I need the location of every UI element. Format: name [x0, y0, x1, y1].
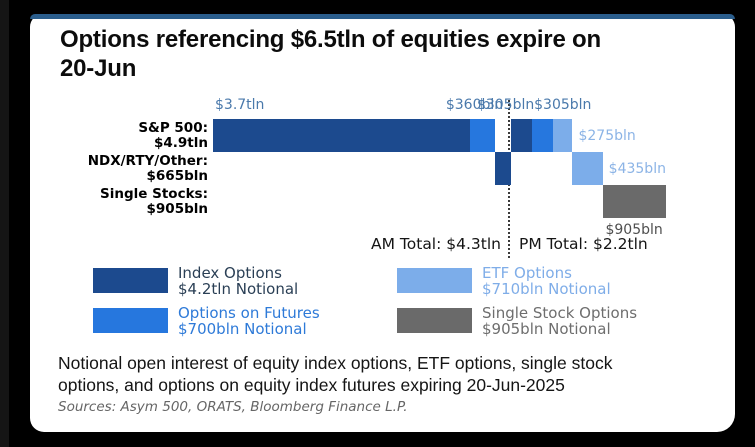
- chart-footnote: Notional open interest of equity index o…: [58, 353, 613, 396]
- chart-title: Options referencing $6.5tln of equities …: [60, 26, 601, 82]
- left-edge-strip: [0, 0, 9, 447]
- chart-sources: Sources: Asym 500, ORATS, Bloomberg Fina…: [58, 399, 408, 415]
- card-top-accent-rule: [30, 14, 735, 19]
- chart-card: Options referencing $6.5tln of equities …: [30, 14, 735, 432]
